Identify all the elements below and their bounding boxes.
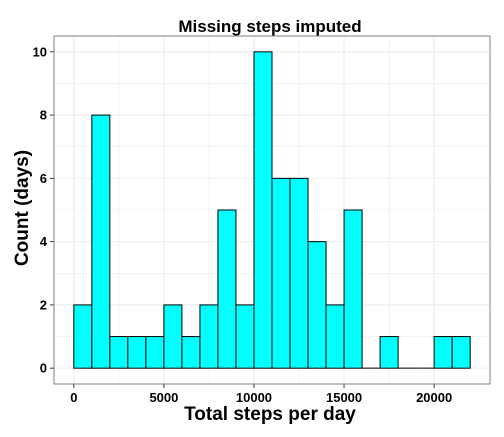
histogram-bar [217,209,237,369]
histogram-bar [163,304,183,369]
panel-border [53,35,491,385]
axis-ticks: 0 2 4 6 8 10 0 5000 10000 15000 20000 [33,44,453,405]
y-tick-label: 2 [40,297,47,312]
histogram-bar [451,336,471,369]
x-tick-label: 15000 [326,390,362,405]
histogram-bar [271,177,291,369]
y-axis-label: Count (days) [12,150,33,266]
histogram-bar [253,51,273,369]
x-tick-label: 0 [70,390,77,405]
x-tick-label: 20000 [416,390,452,405]
y-tick-label: 10 [33,44,47,59]
histogram-bar [235,304,255,369]
y-tick-label: 6 [40,171,47,186]
bars [73,51,471,369]
histogram-bar [343,209,363,369]
y-tick-label: 0 [40,361,47,376]
x-axis-label: Total steps per day [184,404,356,425]
histogram-bar [379,336,399,369]
y-tick-label: 8 [40,108,47,123]
histogram-bar [127,336,147,369]
histogram-bar [289,177,309,369]
histogram-bar [181,336,201,369]
histogram-bar [145,336,165,369]
histogram-bar [91,114,111,369]
histogram-bar [199,304,219,369]
histogram-bar [73,304,93,369]
histogram-bar [307,241,327,369]
histogram-bar [109,336,129,369]
x-tick-label: 10000 [236,390,272,405]
x-tick-label: 5000 [149,390,178,405]
histogram-bar [433,336,453,369]
chart-title: Missing steps imputed [178,17,361,36]
histogram-bar [325,304,345,369]
y-tick-label: 4 [40,234,48,249]
